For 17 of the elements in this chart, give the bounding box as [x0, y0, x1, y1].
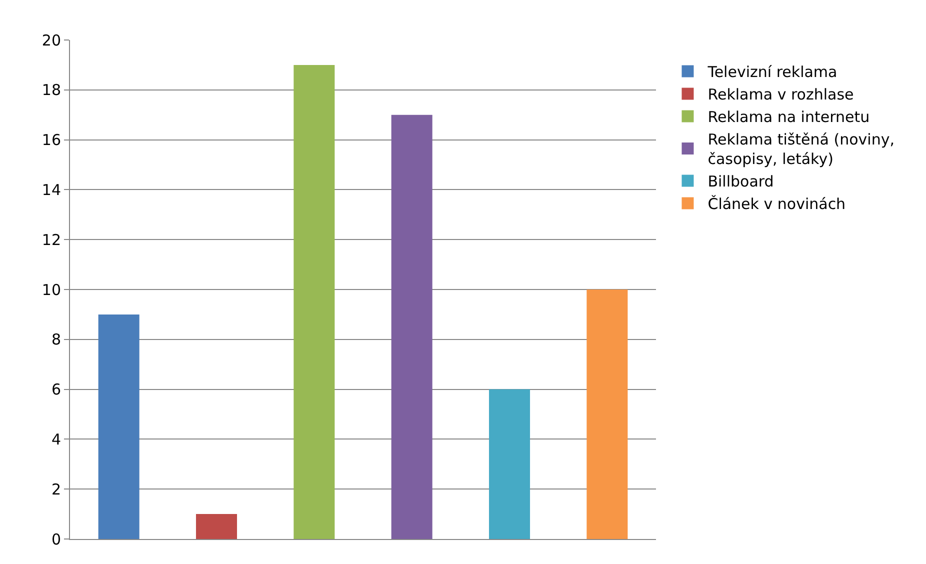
y-tick-label: 16: [42, 131, 61, 150]
y-tick-label: 6: [51, 380, 61, 399]
y-tick-label: 0: [51, 530, 61, 548]
legend-label: Reklama na internetu: [708, 108, 870, 126]
y-tick-label: 14: [42, 180, 61, 199]
y-tick-label: 2: [51, 480, 61, 498]
y-tick-label: 10: [42, 280, 61, 299]
legend-label: Reklama v rozhlase: [708, 86, 854, 104]
legend-label: Billboard: [708, 172, 774, 191]
legend-label: Televizní reklama: [706, 63, 838, 82]
y-tick-label: 8: [51, 330, 61, 349]
y-tick-label: 20: [42, 31, 61, 50]
y-tick-label: 18: [42, 81, 61, 100]
legend-label: Článek v novinách: [708, 195, 846, 214]
legend-label: Reklama tištěná (noviny, časopisy, letáky): [708, 130, 894, 168]
y-tick-label: 4: [51, 430, 61, 448]
y-tick-label: 12: [42, 230, 61, 249]
